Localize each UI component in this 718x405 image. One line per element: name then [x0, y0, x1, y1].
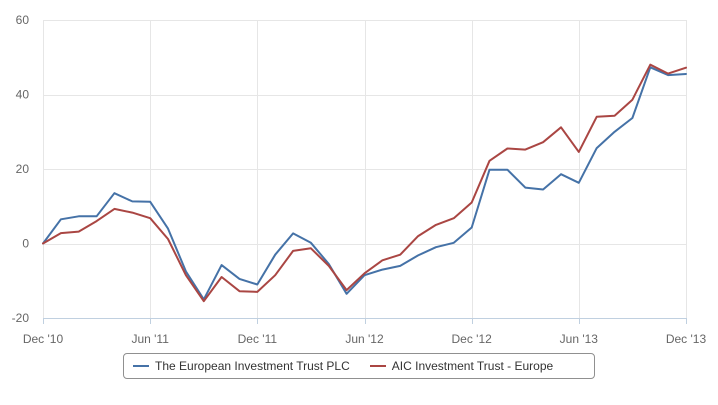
y-tick-label: 0 [22, 237, 29, 251]
x-tick-label: Jun '12 [345, 332, 384, 346]
legend-swatch-red [369, 365, 386, 367]
axes: 60 40 20 0 -20 Dec '10 Jun '11 Dec '11 Jun '12 De… [12, 13, 707, 346]
y-tick-label: 20 [16, 162, 30, 176]
x-tick-label: Dec '13 [666, 332, 707, 346]
x-tick-label: Jun '11 [131, 332, 169, 346]
x-tick-label: Jun '13 [560, 332, 599, 346]
series-line-0[interactable] [42, 66, 687, 301]
x-tick-label: Dec '10 [23, 332, 64, 346]
series-lines [42, 63, 687, 303]
y-tick-label: 40 [16, 88, 30, 102]
legend-item-european-investment-trust[interactable]: The European Investment Trust PLC [133, 359, 350, 373]
legend-swatch-blue [133, 365, 149, 367]
legend-item-aic-investment-trust-europe[interactable]: AIC Investment Trust - Europe [369, 359, 554, 373]
legend-label: The European Investment Trust PLC [155, 359, 350, 373]
y-tick-label: 60 [16, 13, 30, 27]
x-tick-label: Dec '11 [238, 332, 278, 346]
series-line-1[interactable] [42, 63, 687, 303]
legend-label: AIC Investment Trust - Europe [391, 359, 554, 373]
legend: The European Investment Trust PLC AIC In… [123, 353, 595, 379]
y-tick-label: -20 [12, 311, 30, 325]
x-tick-label: Dec '12 [452, 332, 493, 346]
